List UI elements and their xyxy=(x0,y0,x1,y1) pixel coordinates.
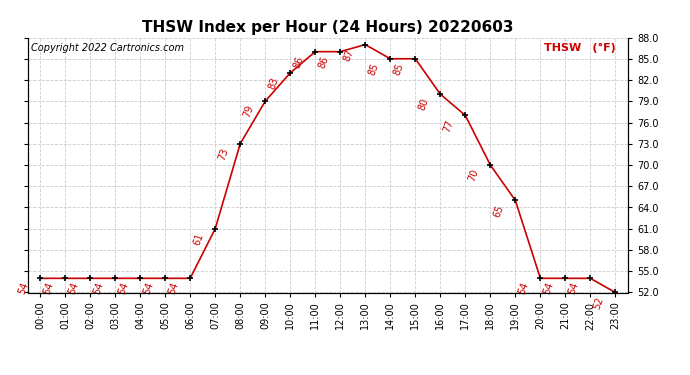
Text: 87: 87 xyxy=(342,47,355,62)
Text: 80: 80 xyxy=(417,97,431,112)
Text: 83: 83 xyxy=(267,76,281,91)
Text: 65: 65 xyxy=(492,203,506,218)
Text: 54: 54 xyxy=(167,281,181,296)
Text: THSW (°F): THSW (°F) xyxy=(544,43,616,52)
Text: 54: 54 xyxy=(542,281,555,296)
Title: THSW Index per Hour (24 Hours) 20220603: THSW Index per Hour (24 Hours) 20220603 xyxy=(142,20,513,35)
Text: 54: 54 xyxy=(517,281,531,296)
Text: 52: 52 xyxy=(592,295,606,310)
Text: 54: 54 xyxy=(17,281,30,296)
Text: 79: 79 xyxy=(242,104,255,119)
Text: 86: 86 xyxy=(292,54,306,69)
Text: 85: 85 xyxy=(392,62,406,76)
Text: 54: 54 xyxy=(117,281,130,296)
Text: 54: 54 xyxy=(142,281,155,296)
Text: 70: 70 xyxy=(467,168,481,183)
Text: 85: 85 xyxy=(367,62,381,76)
Text: Copyright 2022 Cartronics.com: Copyright 2022 Cartronics.com xyxy=(30,43,184,52)
Text: 54: 54 xyxy=(567,281,581,296)
Text: 54: 54 xyxy=(42,281,55,296)
Text: 86: 86 xyxy=(317,54,331,69)
Text: 77: 77 xyxy=(442,118,455,134)
Text: 54: 54 xyxy=(92,281,106,296)
Text: 54: 54 xyxy=(67,281,81,296)
Text: 73: 73 xyxy=(217,147,230,162)
Text: 61: 61 xyxy=(192,231,206,246)
